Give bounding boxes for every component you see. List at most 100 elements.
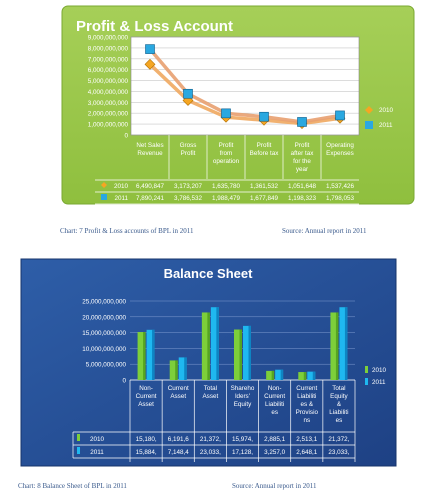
bs-bar-shade [152, 329, 155, 380]
bs-bar-2010 [266, 370, 275, 380]
pl-legend-key-2011 [365, 121, 373, 129]
bs-table-cell: 21,372, [200, 436, 221, 443]
bs-bars [137, 307, 348, 380]
pl-table-cell: 6,490,847 [136, 183, 165, 190]
pl-table-series-name: 2011 [114, 195, 128, 202]
bs-bar-2011 [275, 369, 284, 380]
bs-category-label: Non-Current Asset [136, 385, 157, 408]
pl-chart-title: Profit & Loss Account [76, 18, 233, 35]
pl-category-label: Net Sales Revenue [136, 142, 163, 157]
bs-legend: 2010 2011 [365, 366, 387, 386]
pl-legend-key-2010 [365, 106, 373, 114]
pl-y-tick-label: 8,000,000,000 [88, 45, 129, 52]
chart1-caption: Chart: 7 Profit & Loss accounts of BPL i… [60, 227, 194, 235]
bs-table-cell: 2,885,1 [264, 436, 286, 443]
pl-table-cell: 1,988,479 [212, 195, 241, 202]
bs-bar-2011 [243, 325, 251, 380]
pl-y-tick-label: 3,000,000,000 [88, 100, 129, 107]
bs-bar-shade [239, 329, 242, 380]
bs-bar-shade [207, 312, 210, 380]
pl-category-label: Gross Profit [180, 142, 197, 157]
chart1-source: Source: Annual report in 2011 [282, 227, 367, 235]
bs-bar-shade [280, 369, 284, 380]
pl-category-labels: Net Sales Revenue Gross Profit Profit from ope… [136, 142, 354, 173]
bs-table-cell: 23,033, [200, 449, 221, 456]
bs-bar-shade [143, 332, 146, 380]
pl-legend: 2010 2011 [365, 106, 394, 129]
bs-table-key-2010 [77, 434, 80, 441]
pl-legend-label-2010: 2010 [379, 107, 394, 114]
bs-bar-shade [271, 370, 275, 380]
bs-bar-2010 [169, 360, 178, 380]
bs-y-tick-label: 15,000,000,000 [82, 330, 126, 337]
pl-table-cell: 1,798,053 [326, 195, 355, 202]
pl-table-cell: 1,361,532 [250, 183, 279, 190]
bs-category-label: Non-Current Liabiliti es [264, 385, 285, 416]
pl-table-cell: 1,677,849 [250, 195, 279, 202]
bs-bar-shade [248, 325, 251, 380]
pl-series-lines [144, 44, 346, 129]
pl-y-tick-label: 0 [124, 133, 128, 140]
pl-table-cell: 3,173,207 [174, 183, 203, 190]
pl-y-tick-label: 2,000,000,000 [88, 111, 129, 118]
bs-bar-shade [216, 307, 219, 380]
bs-gridlines [129, 300, 356, 462]
pl-category-label: Profit from operation [213, 142, 240, 165]
pl-y-axis: 9,000,000,000 8,000,000,000 7,000,000,000 6… [88, 35, 129, 140]
bs-data-table: 2010 15,180, 6,191,6 21,372, 15,974, 2,885,1 2… [72, 431, 355, 459]
pl-category-label: Operating Expenses [326, 142, 354, 157]
bs-table-cell: 15,974, [232, 436, 253, 443]
chart2-caption: Chart: 8 Balance Sheet of BPL in 2011 [18, 482, 127, 490]
bs-bar-2010 [201, 312, 210, 380]
bs-bar-shade [312, 371, 316, 380]
bs-table-cell: 2,648,1 [296, 449, 318, 456]
pl-category-label: Profit Before tax [250, 142, 280, 157]
pl-category-label: Profit after tax for the year [291, 142, 315, 173]
pl-point-2010 [182, 95, 194, 106]
pl-point-2011 [259, 111, 269, 122]
pl-legend-label-2011: 2011 [379, 122, 393, 129]
bs-table-cell: 23,033, [328, 449, 349, 456]
pl-y-tick-label: 1,000,000,000 [88, 122, 129, 129]
bs-bar-shade [335, 312, 339, 380]
bs-bar-2011 [307, 371, 316, 380]
bs-chart: Balance Sheet 25,000,000,000 20,000,000,0… [20, 258, 397, 467]
pl-table-cell: 1,635,780 [212, 183, 241, 190]
bs-table-cell: 17,128, [232, 449, 253, 456]
bs-table-cell: 7,148,4 [168, 449, 190, 456]
pl-table-cell: 3,786,532 [174, 195, 203, 202]
bs-table-cell: 15,884, [136, 449, 157, 456]
bs-legend-label-2010: 2010 [372, 367, 387, 374]
bs-y-tick-label: 5,000,000,000 [86, 362, 127, 369]
bs-bar-2011 [146, 329, 155, 380]
bs-y-tick-label: 20,000,000,000 [82, 314, 126, 321]
bs-bar-2010 [137, 332, 146, 380]
bs-bar-shade [184, 357, 187, 380]
bs-bar-2010 [298, 372, 307, 380]
chart2-source: Source: Annual report in 2011 [232, 482, 317, 490]
pl-table-cell: 1,051,648 [288, 183, 317, 190]
pl-point-2011 [183, 88, 193, 99]
pl-point-2011 [335, 110, 345, 121]
pl-table-key-2011 [101, 194, 107, 200]
bs-chart-title: Balance Sheet [164, 266, 254, 281]
bs-table-cell: 2,513,1 [296, 436, 318, 443]
pl-y-tick-label: 6,000,000,000 [88, 67, 129, 74]
bs-y-tick-label: 25,000,000,000 [82, 299, 126, 306]
pl-y-tick-label: 5,000,000,000 [88, 78, 129, 85]
bs-legend-key-2010 [365, 366, 368, 373]
bs-category-label: Total Equity & Liabiliti es [329, 385, 348, 424]
bs-y-axis: 25,000,000,000 20,000,000,000 15,000,000,0… [82, 299, 126, 385]
bs-bar-2011 [178, 357, 187, 380]
bs-table-series-name: 2011 [90, 449, 104, 456]
pl-point-2011 [297, 117, 307, 127]
pl-table-key-2010 [101, 182, 107, 188]
bs-table-cell: 15,180, [136, 436, 157, 443]
bs-table-series-name: 2010 [90, 436, 105, 443]
pl-series-line-2010 [148, 63, 341, 126]
pl-y-tick-label: 4,000,000,000 [88, 89, 129, 96]
pl-table-cell: 1,537,426 [326, 183, 355, 190]
pl-table-cell: 1,198,323 [288, 195, 317, 202]
bs-legend-key-2011 [365, 378, 368, 385]
